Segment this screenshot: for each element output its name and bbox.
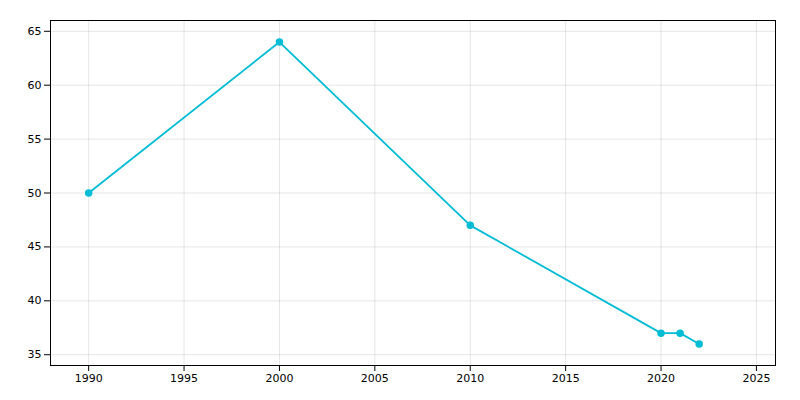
svg-text:1995: 1995: [170, 372, 198, 385]
svg-text:35: 35: [28, 348, 42, 361]
svg-text:65: 65: [28, 25, 42, 38]
svg-text:45: 45: [28, 240, 42, 253]
svg-text:2000: 2000: [265, 372, 293, 385]
svg-text:2005: 2005: [361, 372, 389, 385]
svg-text:55: 55: [28, 133, 42, 146]
svg-text:2025: 2025: [742, 372, 770, 385]
svg-text:50: 50: [28, 187, 42, 200]
svg-text:1990: 1990: [75, 372, 103, 385]
svg-text:60: 60: [28, 79, 42, 92]
svg-text:2015: 2015: [552, 372, 580, 385]
svg-text:2020: 2020: [647, 372, 675, 385]
svg-text:40: 40: [28, 294, 42, 307]
svg-text:2010: 2010: [456, 372, 484, 385]
